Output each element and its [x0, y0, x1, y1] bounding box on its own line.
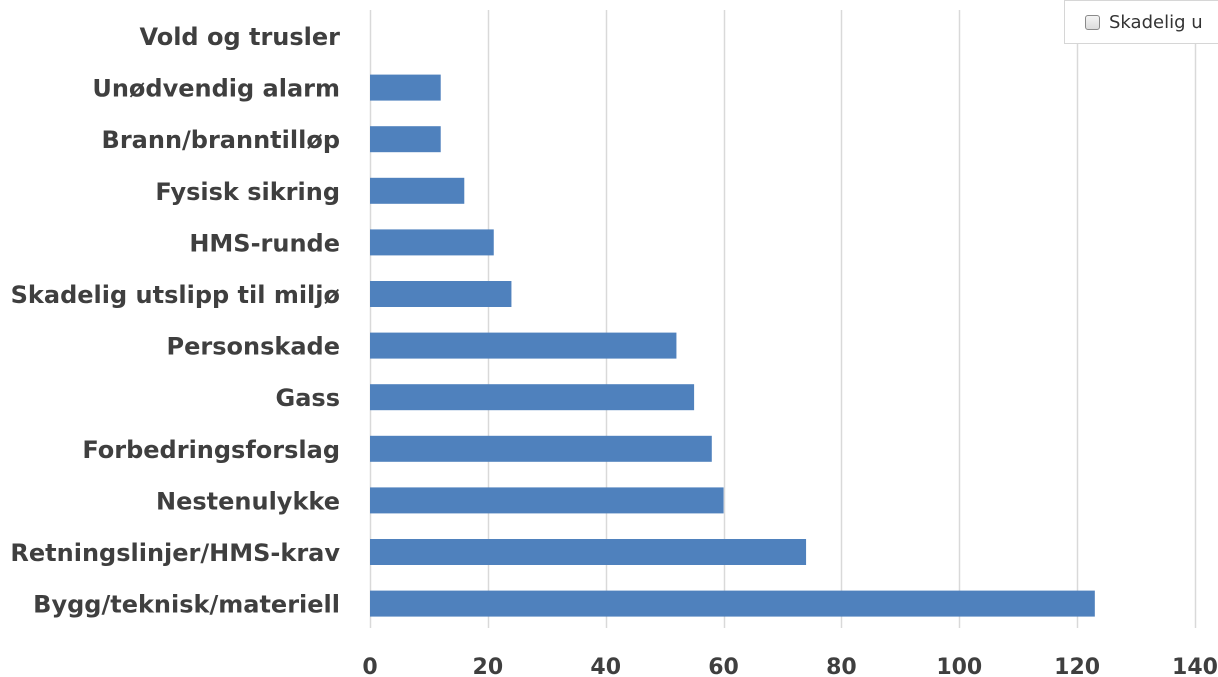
x-tick-labels: 0 20 40 60 80 100 120 140 [362, 655, 1218, 677]
category-label: Vold og trusler [139, 23, 340, 51]
category-label: Bygg/teknisk/materiell [33, 591, 340, 619]
category-label: HMS-runde [189, 229, 340, 257]
category-label: Retningslinjer/HMS-krav [10, 539, 340, 567]
bar [370, 177, 465, 204]
legend-checkbox[interactable] [1085, 14, 1100, 30]
x-tick-label: 60 [708, 655, 739, 677]
bar [370, 332, 677, 359]
category-labels: Vold og trusler Unødvendig alarm Brann/bra… [10, 23, 340, 619]
gridlines [369, 10, 1197, 628]
bar [370, 281, 512, 307]
x-tick-label: 140 [1172, 655, 1218, 677]
bar [370, 229, 494, 256]
bar-series [370, 74, 1095, 617]
category-label: Forbedringsforslag [82, 436, 340, 464]
bar [370, 539, 807, 565]
category-label: Unødvendig alarm [92, 75, 340, 103]
bar [370, 487, 724, 514]
category-label: Skadelig utslipp til miljø [11, 281, 340, 309]
bar [370, 126, 441, 153]
x-tick-label: 0 [362, 655, 377, 677]
bar [370, 74, 441, 101]
bar [370, 384, 695, 411]
legend-label: Skadelig u [1109, 11, 1203, 33]
x-tick-label: 80 [826, 655, 857, 677]
x-tick-label: 20 [473, 655, 504, 677]
x-tick-label: 40 [590, 655, 621, 677]
legend-filter[interactable]: Skadelig u [1064, 0, 1218, 44]
category-label: Fysisk sikring [155, 178, 340, 206]
category-label: Brann/branntilløp [102, 126, 340, 154]
category-label: Personskade [167, 333, 340, 361]
category-label: Gass [276, 384, 340, 412]
x-tick-label: 120 [1054, 655, 1100, 677]
bar [370, 590, 1095, 617]
category-label: Nestenulykke [156, 487, 340, 515]
bar [370, 435, 712, 462]
x-tick-label: 100 [936, 655, 982, 677]
